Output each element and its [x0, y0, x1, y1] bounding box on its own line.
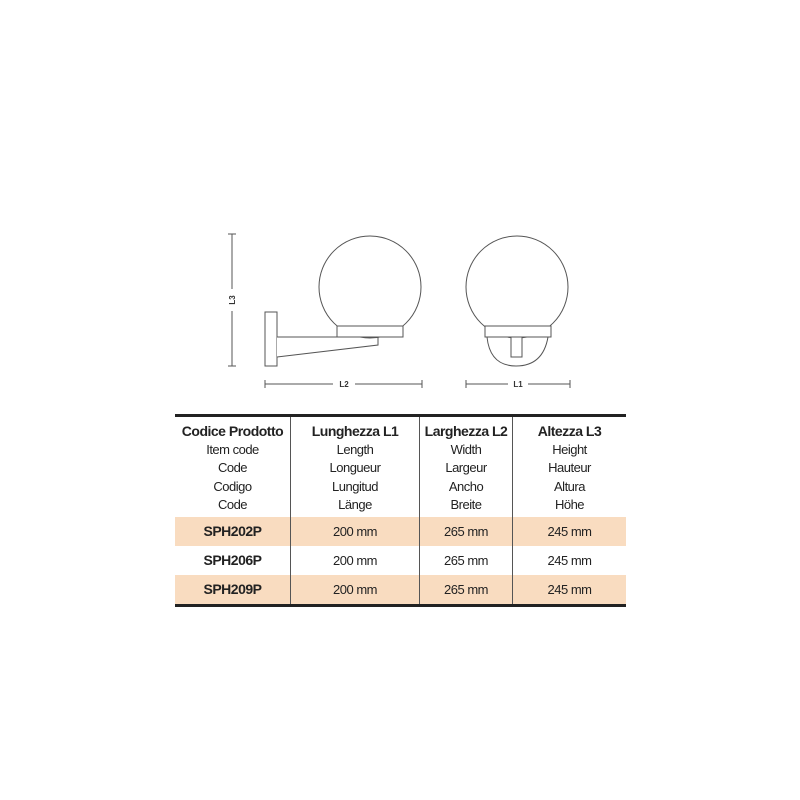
header-width: Larghezza L2 Width Largeur Ancho Breite [419, 415, 513, 517]
header-title: Altezza L3 [537, 423, 602, 439]
header-translation: Höhe [554, 497, 585, 512]
header-translation: Länge [338, 497, 372, 512]
header-translation: Length [336, 441, 374, 457]
header-translation: Lungitud [332, 478, 378, 494]
side-view-lamp [264, 235, 422, 367]
height-value: 245 mm [512, 516, 626, 546]
header-height: Altezza L3 Height Hauteur Altura Höhe [512, 415, 626, 517]
table-row: SPH206P 200 mm 265 mm 245 mm [175, 545, 626, 575]
header-translation: Item code [206, 441, 259, 457]
height-value: 245 mm [512, 545, 626, 575]
table-row: SPH209P 200 mm 265 mm 245 mm [175, 574, 626, 605]
header-translation: Codigo [213, 478, 252, 494]
length-dimension-line [465, 380, 571, 388]
length-value: 200 mm [290, 574, 420, 605]
product-code: SPH202P [175, 516, 291, 546]
length-value: 200 mm [290, 545, 420, 575]
height-label: L3 [228, 295, 237, 305]
header-translation: Width [450, 441, 482, 457]
front-view-lamp [465, 235, 569, 367]
header-translation: Ancho [448, 478, 484, 494]
header-translation: Code [217, 497, 248, 512]
width-label: L2 [339, 380, 349, 389]
width-value: 265 mm [419, 545, 513, 575]
width-value: 265 mm [419, 516, 513, 546]
product-code: SPH206P [203, 552, 262, 568]
table-header-row: Codice Prodotto Item code Code Codigo Co… [175, 415, 626, 517]
header-title: Codice Prodotto [181, 423, 284, 439]
product-code: SPH209P [175, 574, 291, 605]
length-label: L1 [513, 380, 523, 389]
header-translation: Breite [450, 497, 482, 512]
height-dimension-line [228, 233, 236, 367]
header-title: Larghezza L2 [424, 423, 508, 439]
header-translation: Altura [554, 478, 585, 494]
header-translation: Hauteur [548, 460, 591, 475]
header-title: Lunghezza L1 [311, 423, 399, 439]
product-dimensions-table: Codice Prodotto Item code Code Codigo Co… [175, 414, 626, 607]
header-translation: Largeur [445, 460, 487, 475]
table-row: SPH202P 200 mm 265 mm 245 mm [175, 516, 626, 546]
header-translation: Height [552, 441, 587, 457]
lamp-technical-drawing: L3 L2 L1 [228, 233, 571, 389]
length-value: 200 mm [290, 516, 420, 546]
header-length: Lunghezza L1 Length Longueur Lungitud Lä… [290, 415, 420, 517]
height-value: 245 mm [512, 574, 626, 605]
width-dimension-line [264, 380, 423, 388]
header-code: Codice Prodotto Item code Code Codigo Co… [175, 416, 291, 517]
header-translation: Longueur [329, 460, 381, 475]
header-translation: Code [217, 460, 248, 475]
width-value: 265 mm [419, 574, 513, 605]
